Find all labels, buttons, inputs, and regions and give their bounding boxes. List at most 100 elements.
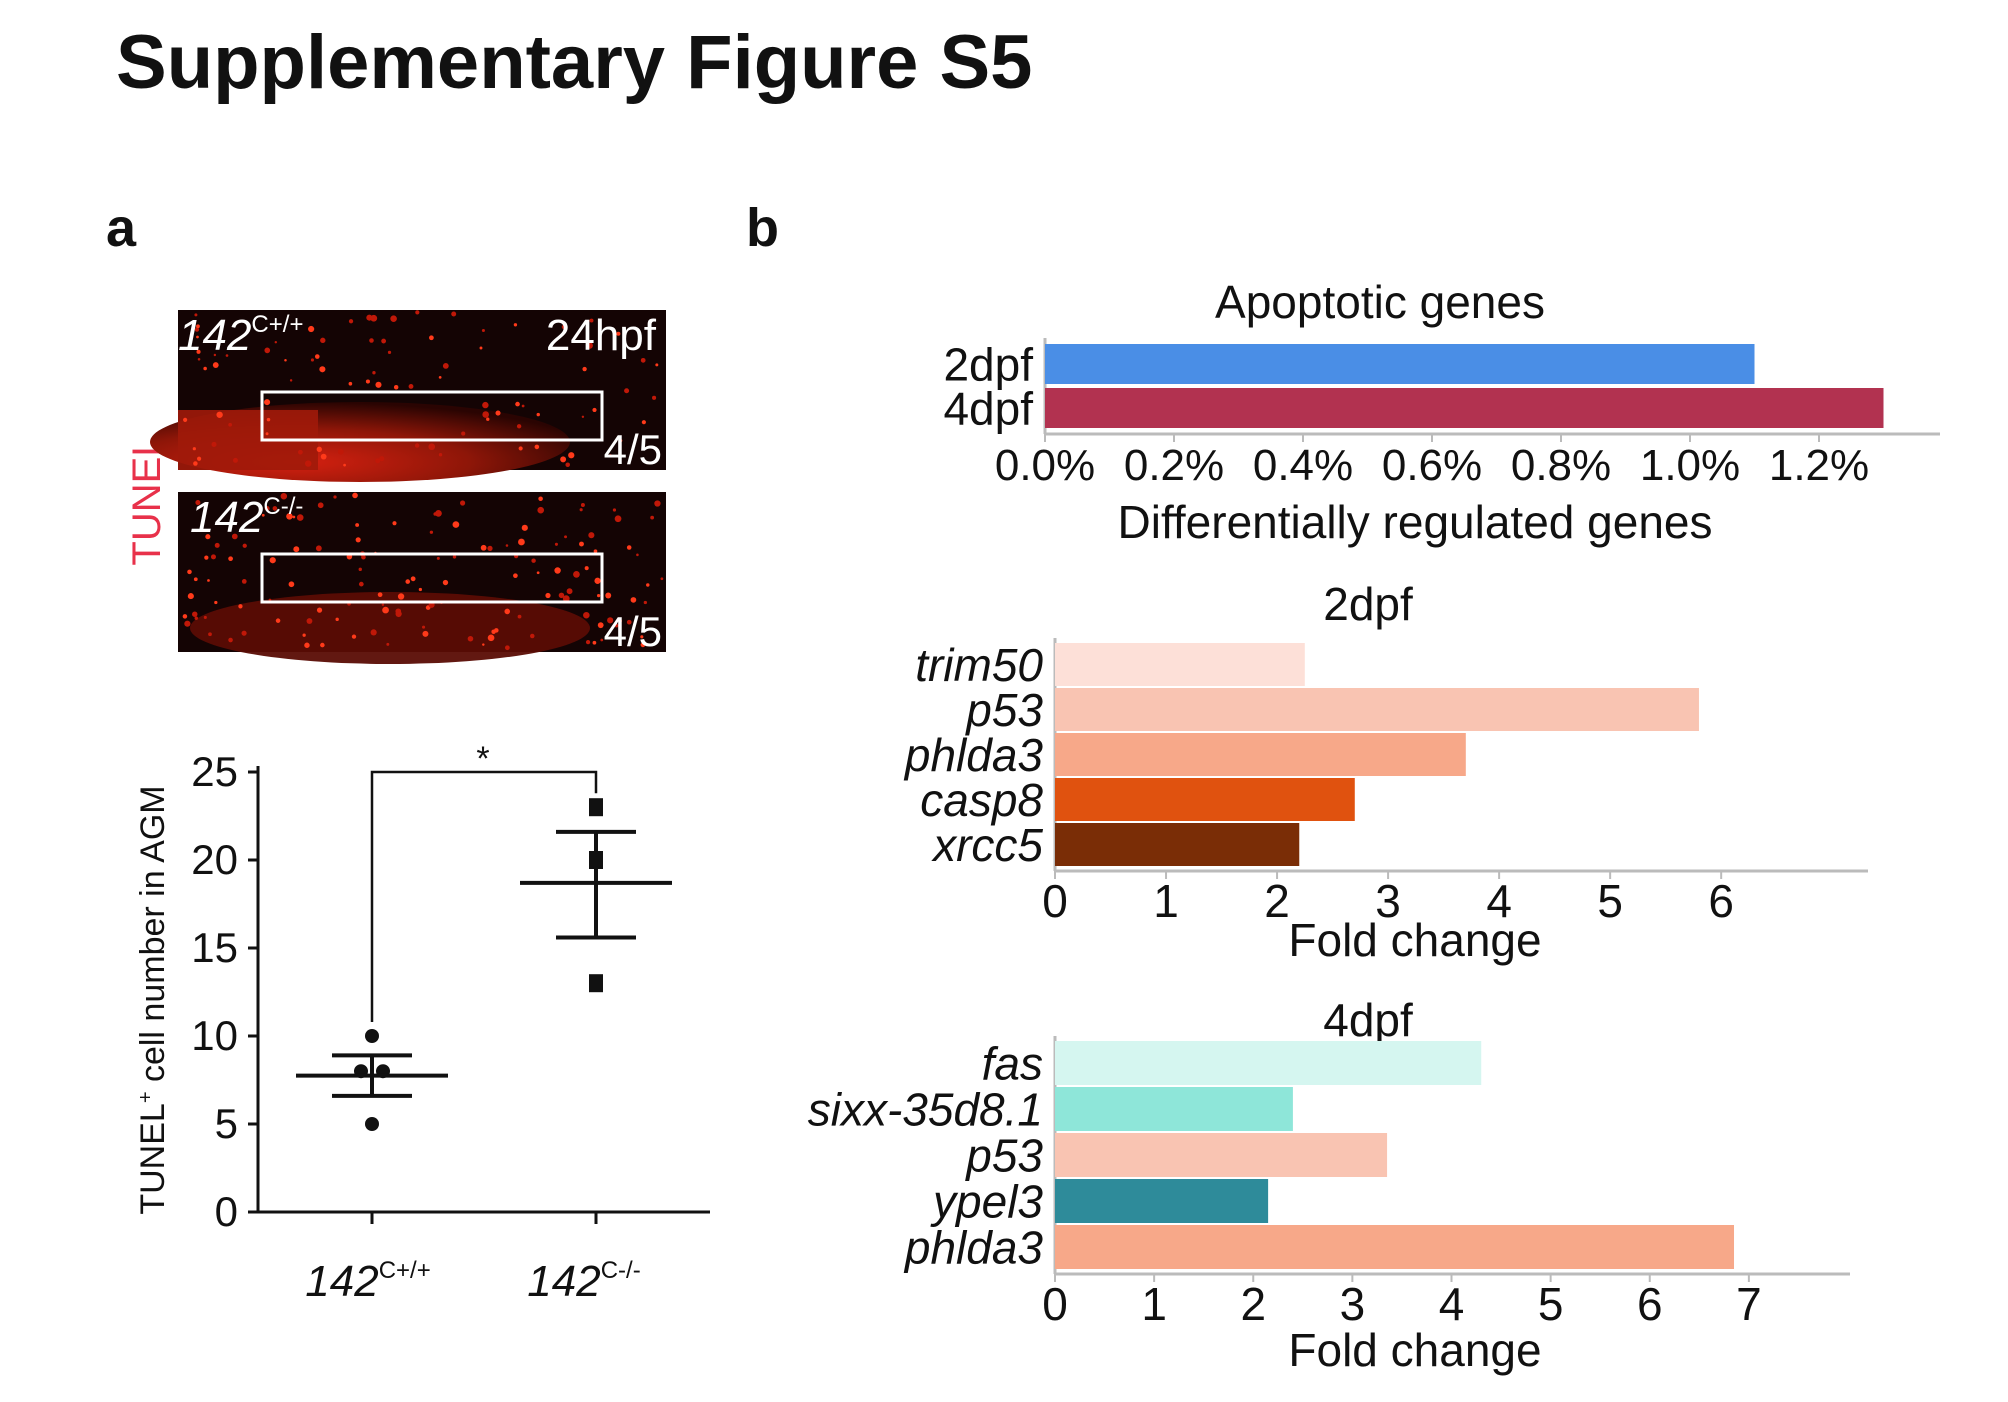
tunel-signal-dot — [194, 616, 198, 620]
tunel-signal-dot — [588, 532, 595, 539]
tunel-signal-dot — [614, 623, 619, 628]
tunel-signal-dot — [225, 354, 229, 357]
bar-x-tick-label: 3 — [1340, 1278, 1366, 1330]
bar-x-tick-label: 3 — [1375, 875, 1401, 927]
tunel-signal-dot — [387, 350, 392, 355]
tunel-signal-dot — [481, 328, 485, 333]
tunel-signal-dot — [482, 643, 485, 646]
bar — [1055, 1041, 1482, 1085]
tunel-signal-dot — [608, 454, 612, 457]
tunel-signal-dot — [381, 603, 385, 606]
tunel-signal-dot — [365, 379, 370, 384]
tunel-signal-dot — [280, 492, 288, 500]
tunel-signal-dot — [375, 381, 382, 388]
tunel-signal-dot — [296, 514, 304, 521]
tunel-signal-dot — [192, 447, 196, 451]
tunel-signal-dot — [231, 533, 238, 540]
tunel-signal-dot — [192, 611, 198, 617]
bar — [1055, 823, 1300, 866]
tunel-signal-dot — [182, 614, 188, 619]
tunel-signal-dot — [187, 593, 194, 600]
tunel-signal-dot — [212, 362, 219, 368]
bar-category-label: fas — [982, 1038, 1043, 1090]
apoptotic-x-axis-label: Differentially regulated genes — [1118, 496, 1713, 548]
tunel-signal-dot — [482, 401, 489, 409]
tunel-signal-dot — [395, 608, 402, 615]
bar-category-label: phlda3 — [903, 729, 1044, 781]
bar-x-tick-label: 0 — [1042, 875, 1068, 927]
tunel-signal-dot — [565, 462, 570, 467]
micrograph-top-speckles — [183, 310, 659, 467]
bar-x-tick-label: 1 — [1141, 1278, 1167, 1330]
tunel-signal-dot — [487, 634, 495, 642]
tunel-side-label: TUNEL — [125, 434, 169, 565]
tunel-signal-dot — [530, 633, 535, 639]
tunel-signal-dot — [241, 579, 247, 584]
tunel-signal-dot — [320, 337, 326, 344]
bar — [1045, 388, 1884, 428]
bar-x-tick-label: 1.2% — [1769, 441, 1869, 490]
tunel-signal-dot — [269, 557, 276, 564]
tunel-signal-dot — [304, 642, 310, 648]
tunel-signal-dot — [561, 324, 567, 330]
tunel-signal-dot — [654, 500, 661, 507]
roi-box-bottom — [260, 552, 604, 604]
tunel-signal-dot — [630, 597, 637, 603]
tunel-signal-dot — [193, 577, 198, 582]
tunel-signal-dot — [316, 446, 322, 452]
micrograph-bottom: 142C-/- 4/5 — [178, 492, 666, 664]
tunel-signal-dot — [381, 338, 387, 344]
tunel-signal-dot — [415, 310, 420, 315]
tunel-signal-dot — [272, 506, 278, 511]
tunel-signal-dot — [232, 457, 238, 463]
tunel-signal-dot — [187, 569, 192, 575]
micrograph-top-stage: 24hpf — [546, 311, 657, 360]
tunel-signal-dot — [650, 515, 655, 520]
bar — [1055, 778, 1355, 821]
tunel-signal-dot — [242, 543, 247, 548]
tunel-signal-dot — [536, 571, 540, 575]
tunel-signal-dot — [195, 500, 201, 506]
tunel-signal-dot — [194, 327, 200, 332]
tunel-signal-dot — [537, 506, 545, 514]
tunel-signal-dot — [310, 358, 315, 362]
tunel-signal-dot — [286, 513, 293, 520]
tunel-signal-dot — [422, 625, 426, 629]
tunel-signal-dot — [429, 530, 434, 534]
scatter-point — [589, 798, 603, 817]
micrograph-bottom-tissue — [190, 592, 590, 664]
tunel-signal-dot — [203, 615, 207, 619]
bar-x-tick-label: 2 — [1264, 875, 1290, 927]
tunel-signal-dot — [640, 635, 644, 639]
tunel-signal-dot — [504, 645, 510, 651]
tunel-signal-dot — [261, 513, 265, 517]
tunel-signal-dot — [308, 325, 315, 333]
tunel-signal-dot — [442, 362, 449, 369]
tunel-signal-dot — [390, 315, 397, 323]
tunel-signal-dot — [306, 618, 313, 624]
tunel-signal-dot — [660, 577, 664, 581]
tunel-signal-dot — [480, 544, 487, 551]
tunel-signal-dot — [460, 500, 466, 506]
tunel-signal-dot — [597, 594, 601, 598]
bar-x-tick-label: 6 — [1708, 875, 1734, 927]
tunel-signal-dot — [616, 331, 621, 336]
tunel-signal-dot — [335, 617, 339, 622]
micrograph-bottom-ratio: 4/5 — [604, 608, 662, 655]
fold-4dpf-x-axis-label: Fold change — [1288, 1324, 1541, 1376]
tunel-signal-dot — [592, 407, 597, 413]
tunel-signal-dot — [495, 410, 501, 416]
tunel-signal-dot — [640, 357, 646, 363]
tunel-signal-dot — [348, 381, 353, 386]
tunel-signal-dot — [624, 388, 630, 394]
tunel-signal-dot — [422, 630, 429, 637]
scatter-y-tick-label: 10 — [191, 1012, 238, 1059]
micrograph-top: 142C+/+ 24hpf 4/5 — [150, 310, 666, 482]
scatter-point — [365, 1029, 379, 1043]
tunel-signal-dot — [504, 608, 511, 615]
tunel-signal-dot — [379, 456, 385, 462]
tunel-signal-dot — [554, 542, 558, 546]
tunel-signal-dot — [288, 581, 295, 588]
bar-category-label: phlda3 — [903, 1222, 1044, 1274]
